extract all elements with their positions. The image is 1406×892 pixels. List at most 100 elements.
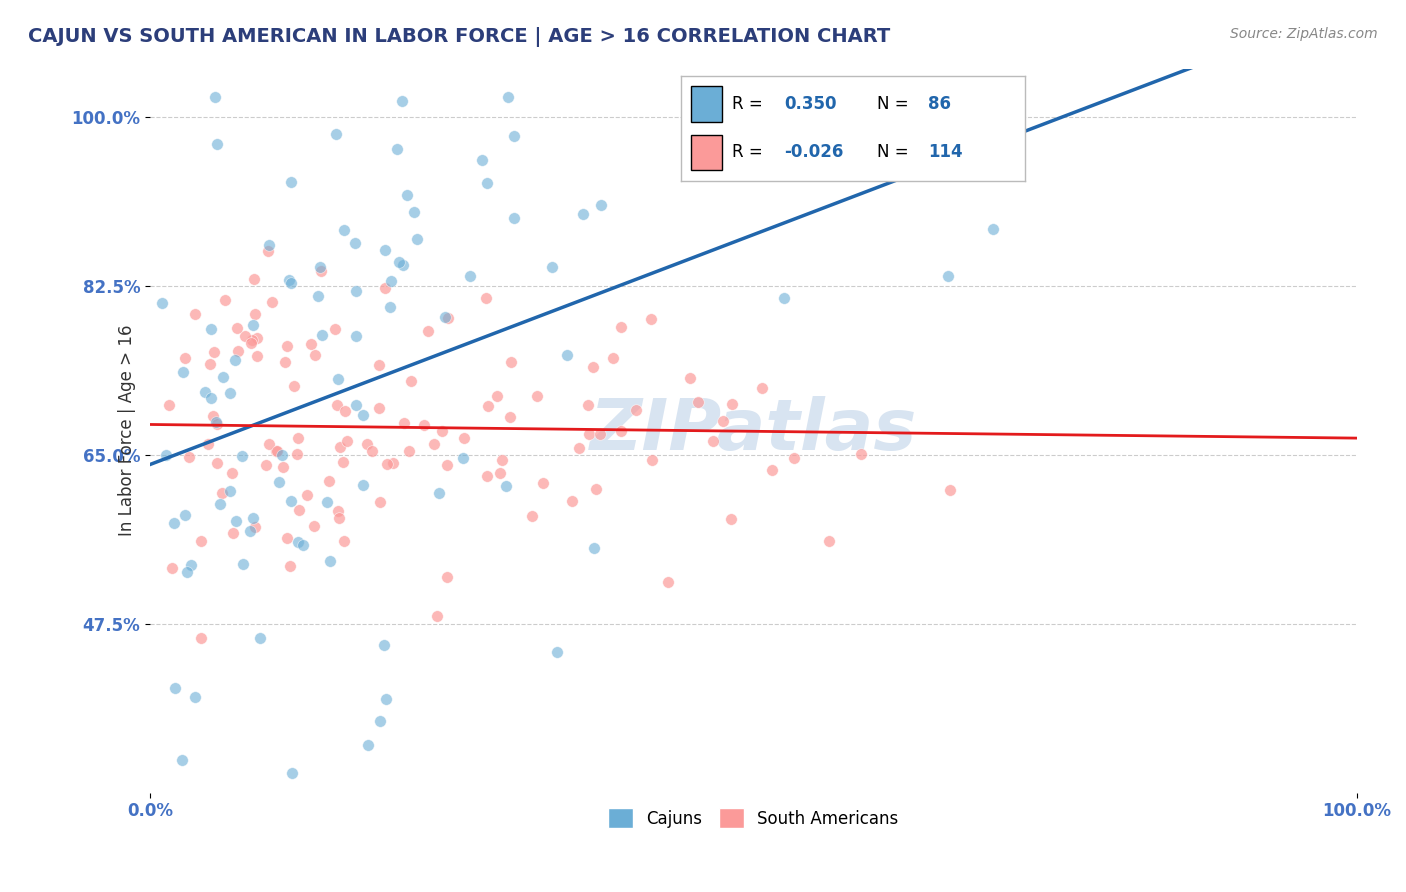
Cajuns [458,268,481,283]
South Americans [437,311,460,326]
South Americans [157,398,180,412]
South Americans [416,324,439,338]
South Americans [368,401,391,416]
Cajuns [291,538,314,552]
Cajuns [170,753,193,767]
South Americans [686,395,709,409]
South Americans [436,458,458,472]
Cajuns [352,408,374,422]
South Americans [221,466,243,480]
Cajuns [267,475,290,489]
Cajuns [333,223,356,237]
South Americans [499,355,522,369]
South Americans [190,534,212,549]
South Americans [602,351,624,366]
South Americans [624,402,647,417]
Cajuns [582,541,605,556]
South Americans [266,443,288,458]
South Americans [585,482,607,496]
South Americans [243,519,266,533]
Cajuns [380,274,402,288]
South Americans [576,398,599,412]
South Americans [474,292,496,306]
South Americans [849,447,872,461]
Cajuns [572,207,595,221]
South Americans [367,358,389,372]
Cajuns [232,557,254,571]
South Americans [240,333,263,347]
South Americans [233,328,256,343]
Cajuns [242,318,264,332]
Cajuns [434,310,457,324]
South Americans [214,293,236,307]
Cajuns [325,127,347,141]
South Americans [333,404,356,418]
Cajuns [451,450,474,465]
Cajuns [280,494,302,508]
South Americans [256,458,278,473]
South Americans [453,431,475,445]
South Americans [304,518,326,533]
Cajuns [541,260,564,274]
South Americans [262,295,284,310]
Cajuns [205,136,228,151]
South Americans [276,531,298,545]
Cajuns [374,244,396,258]
Cajuns [277,273,299,287]
South Americans [783,451,806,466]
South Americans [640,311,662,326]
South Americans [299,337,322,351]
Cajuns [249,631,271,645]
South Americans [283,379,305,393]
Cajuns [281,766,304,780]
South Americans [657,575,679,590]
Cajuns [380,300,402,314]
Cajuns [218,483,240,498]
Cajuns [280,276,302,290]
South Americans [531,475,554,490]
South Americans [398,444,420,458]
Cajuns [163,516,186,530]
South Americans [183,307,205,321]
South Americans [287,502,309,516]
South Americans [198,358,221,372]
South Americans [329,440,352,454]
Cajuns [204,416,226,430]
South Americans [328,511,350,525]
South Americans [489,467,512,481]
South Americans [381,456,404,470]
Cajuns [772,291,794,305]
Cajuns [194,385,217,400]
Cajuns [316,495,339,509]
South Americans [477,399,499,413]
Cajuns [231,449,253,463]
Cajuns [344,329,367,343]
South Americans [578,426,600,441]
South Americans [356,437,378,451]
Cajuns [172,365,194,379]
Cajuns [373,638,395,652]
Cajuns [406,232,429,246]
Cajuns [150,295,173,310]
Cajuns [344,236,367,251]
South Americans [222,526,245,541]
Cajuns [344,398,367,412]
South Americans [720,512,742,526]
Cajuns [180,558,202,573]
Cajuns [176,565,198,579]
South Americans [360,443,382,458]
Cajuns [200,391,222,405]
South Americans [751,381,773,395]
Cajuns [375,691,398,706]
South Americans [205,417,228,432]
Cajuns [328,372,350,386]
Cajuns [344,284,367,298]
South Americans [610,424,633,438]
South Americans [761,463,783,477]
South Americans [280,558,302,573]
Cajuns [357,738,380,752]
South Americans [264,444,287,458]
South Americans [818,534,841,549]
South Americans [711,414,734,428]
Cajuns [173,508,195,522]
